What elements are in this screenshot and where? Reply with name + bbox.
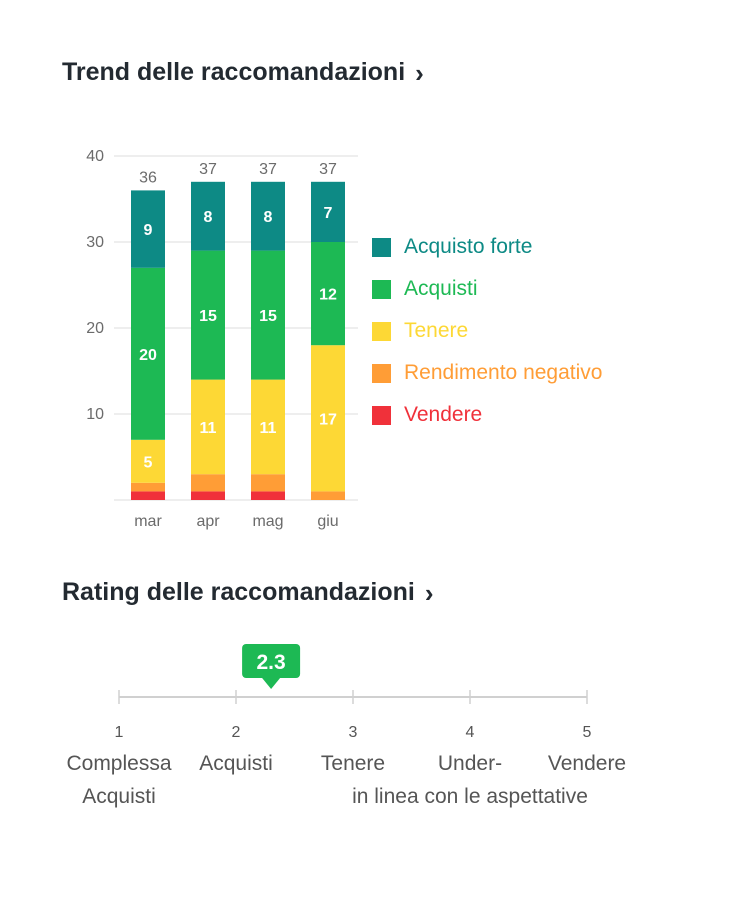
bar-segment [131,267,165,440]
recommendation-trend-chart: 10 20 30 40 5 20 9 36 mar 11 15 8 37 apr 11 15 8 37 mag 17 1… [86,148,358,530]
bar-segment [131,439,165,483]
legend-label: Vendere [404,403,483,426]
rating-tick-label: in linea con le aspettative [352,785,588,808]
rating-section-title[interactable]: Rating delle raccomandazioni › [62,578,434,607]
rating-tick-number: 5 [583,724,592,741]
bar-segment [191,491,225,500]
bar-segment [191,250,225,380]
rating-title-text: Rating delle raccomandazioni [62,578,415,606]
bar-segment [251,181,285,251]
bar-data-label: 12 [319,287,337,304]
legend-item[interactable]: Rendimento negativo [372,352,602,394]
trend-title-text: Trend delle raccomandazioni [62,58,406,86]
bar-segment [191,181,225,251]
x-tick-label: giu [317,513,338,530]
bar-data-label: 11 [260,420,277,437]
rating-tick-label: Complessa [66,752,171,775]
legend-label: Acquisto forte [404,235,533,258]
bar-data-label: 20 [139,347,157,364]
y-tick-label: 20 [86,320,104,337]
rating-tick-number: 2 [232,724,241,741]
legend-label: Tenere [404,319,469,342]
legend-swatch [372,237,391,257]
y-tick-label: 30 [86,234,104,251]
rating-tick-number: 4 [466,724,475,741]
bar-data-label: 5 [144,454,153,471]
bar-segment [311,345,345,492]
legend-label: Rendimento negativo [404,361,603,384]
legend-swatch [372,363,391,383]
chevron-right-icon: › [424,577,434,608]
legend-item[interactable]: Acquisto forte [372,226,602,268]
bar-total-label: 37 [319,161,337,178]
bar-segment [251,379,285,475]
trend-legend: Acquisto forte Acquisti Tenere Rendimento n… [372,226,602,436]
rating-tick-label: Under- [438,752,502,775]
trend-section-title[interactable]: Trend delle raccomandazioni › [62,58,424,87]
y-tick-label: 10 [86,406,104,423]
bar-total-label: 37 [199,161,217,178]
bar-total-label: 36 [139,169,157,186]
legend-item[interactable]: Vendere [372,394,602,436]
bar-total-label: 37 [259,161,277,178]
x-tick-label: mag [252,513,283,530]
legend-item[interactable]: Acquisti [372,268,602,310]
bar-segment [251,491,285,500]
bar-data-label: 8 [264,209,273,226]
rating-marker-badge [242,644,301,678]
rating-tick-label: Vendere [548,752,626,775]
rating-tick-label: Acquisti [82,785,156,808]
bar-data-label: 9 [144,222,153,239]
rating-marker-value: 2.3 [256,651,285,674]
rating-tick-label: Acquisti [199,752,273,775]
bar-segment [131,482,165,492]
rating-marker-pointer [262,678,281,689]
rating-tick-label: Tenere [321,752,385,775]
bar-segment [251,474,285,492]
recommendation-rating-scale: 1 Complessa Acquisti 2 Acquisti 3 Tenere 4 Under… [66,644,626,808]
bar-segment [191,474,225,492]
bar-data-label: 8 [204,209,213,226]
bar-segment [311,181,345,242]
bar-data-label: 11 [200,420,217,437]
y-tick-label: 40 [86,148,104,165]
legend-swatch [372,405,391,425]
rating-tick-number: 1 [115,724,124,741]
bar-data-label: 15 [259,308,277,325]
bar-data-label: 17 [319,411,337,428]
bar-segment [311,242,345,346]
bar-data-label: 7 [324,205,333,222]
x-tick-label: mar [134,513,162,530]
bar-segment [251,250,285,380]
legend-label: Acquisti [404,277,478,300]
x-tick-label: apr [196,513,220,530]
chevron-right-icon: › [415,57,424,88]
bar-segment [131,190,165,268]
rating-tick-number: 3 [349,724,358,741]
legend-swatch [372,279,391,299]
bar-data-label: 15 [199,308,217,325]
legend-swatch [372,321,391,341]
legend-item[interactable]: Tenere [372,310,602,352]
bar-segment [311,491,345,500]
bar-segment [131,491,165,500]
bar-segment [191,379,225,475]
